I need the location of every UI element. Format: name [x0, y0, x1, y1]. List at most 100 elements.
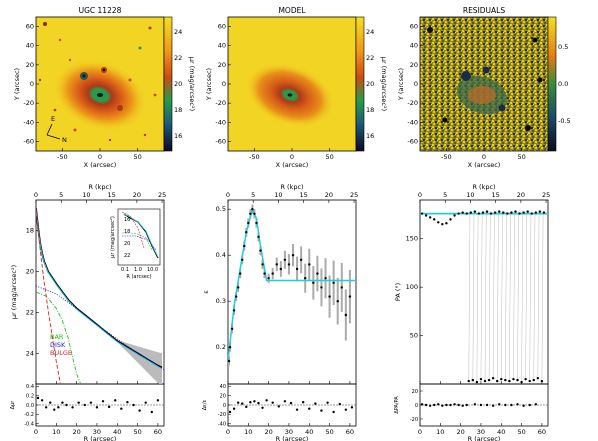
sb-residual-point [57, 406, 60, 409]
pa-wrap-line [472, 211, 475, 381]
pa-point [534, 211, 538, 214]
residual-title: RESIDUALS [463, 6, 505, 15]
residual-ytick-label: 0 [415, 403, 418, 409]
profile-xtick-label: 40 [305, 428, 313, 436]
ell-curves [228, 204, 356, 366]
sb-bulge-component [36, 210, 61, 384]
pa-point [530, 212, 533, 215]
profile-ytick-label: 24 [26, 349, 34, 357]
pa-point [493, 211, 497, 214]
ell-point [308, 263, 311, 266]
pa-wrap-line [468, 211, 471, 382]
profile-xlabel: R (arcsec) [84, 435, 117, 441]
sb-residual-point [114, 399, 117, 402]
pa-point [506, 212, 509, 215]
profile-ytick-label: 0.4 [216, 251, 226, 259]
colorbar-tick-label: 24 [174, 28, 182, 36]
residual-ytick-label: 0 [223, 403, 226, 409]
profile-top-tick-label: 15 [492, 191, 500, 199]
inset-ytick: 18 [124, 229, 130, 235]
profile-ytick-label: 0.2 [216, 343, 226, 351]
pa-point [428, 216, 432, 219]
residual-ytick-label: 0.2 [26, 393, 34, 399]
profile-top-tick-label: 25 [158, 191, 166, 199]
ell-point [247, 221, 250, 225]
model-colorbar [355, 16, 365, 152]
pa-low-point [532, 378, 535, 382]
residual-ytick-label: -0.4 [24, 421, 34, 427]
ell-residual-point [350, 406, 354, 409]
profile-ytick-label: 0.5 [216, 205, 226, 213]
legend-bulge: BULGE [50, 349, 72, 357]
profile-ylabel: μr (mag/arcsec²) [10, 265, 18, 319]
pa-point [477, 212, 481, 215]
ell-point [324, 277, 327, 280]
profile-xtick-label: 60 [346, 428, 354, 436]
ell-point [236, 286, 240, 289]
inset-xlabel: R (arcsec) [126, 274, 151, 280]
colorbar-tick-label: 24 [366, 28, 374, 36]
image-ytick-label: -20 [215, 99, 226, 107]
pa-wrap-line [476, 211, 479, 383]
ell-residual-point [241, 402, 244, 405]
profile-ylabel: ε [202, 290, 210, 294]
image-ytick-label: 60 [410, 23, 418, 31]
ell-residual-point [344, 408, 348, 411]
profile-xtick-label: 50 [325, 428, 333, 436]
pa-point [465, 212, 468, 215]
profile-xtick-label: 20 [72, 428, 80, 436]
sb-residual-point-group [36, 396, 160, 414]
ell-point [271, 272, 274, 275]
pa-low-point [512, 377, 515, 381]
ell-residual-point [301, 401, 305, 404]
sb-residual-point [77, 401, 80, 404]
image-xtick-label: 50 [134, 153, 142, 161]
profile-top-tick-label: 25 [542, 191, 550, 199]
ell-point [251, 208, 254, 211]
profile-xtick-label: 10 [52, 428, 60, 436]
pa-residual-point [449, 403, 452, 407]
colorbar-tick-label: -0.5 [558, 117, 571, 125]
sb-residual-point [107, 405, 111, 409]
sb-bar-component [36, 291, 82, 384]
ell-residual-point [271, 401, 274, 404]
sb-residual-point [40, 399, 44, 402]
image-xtick-label: 50 [518, 153, 526, 161]
pa-wrap-line [541, 211, 544, 382]
image-xlabel: X (arcsec) [276, 161, 309, 169]
image-ytick-label: 0 [414, 80, 418, 88]
profile-xtick-label: 40 [113, 428, 121, 436]
profile-xtick-label: 60 [154, 428, 162, 436]
residual-ylabel: Δμr [10, 400, 16, 410]
image-ylabel: Y (arcsec) [13, 68, 21, 101]
pa-point [420, 212, 424, 215]
sb-residual-point [89, 401, 93, 404]
profile-top-tick-label: 10 [274, 191, 282, 199]
ell-point [255, 221, 258, 225]
inset-xtick: 10.0 [147, 267, 158, 273]
pa-point [469, 211, 472, 214]
ell-residual-point-group [228, 399, 354, 414]
ell-point [234, 295, 238, 298]
legend-bar: BAR [50, 333, 64, 341]
inset-ytick: 16 [124, 217, 130, 223]
pa-point [538, 210, 542, 213]
pa-low-point [540, 379, 544, 383]
pa-wrap-line [484, 211, 487, 382]
profile-xtick-label: 20 [456, 428, 464, 436]
residual-image: RESIDUALS [419, 6, 557, 152]
profile-ytick-label: 22 [26, 308, 34, 316]
pa-point [453, 214, 456, 217]
ell-residual-point [257, 401, 260, 405]
pa-point [522, 211, 525, 214]
pa-residual-point [528, 403, 531, 407]
profile-xtick-label: 0 [34, 428, 38, 436]
profile-top-tick-label: 20 [325, 191, 333, 199]
profile-top-label: R (kpc) [472, 183, 495, 191]
ell-point [275, 263, 278, 266]
compass-icon: E N [46, 115, 67, 144]
sb-disk-component [36, 285, 164, 371]
ell-residual-point [236, 401, 240, 404]
pa-residual-point [473, 403, 477, 406]
